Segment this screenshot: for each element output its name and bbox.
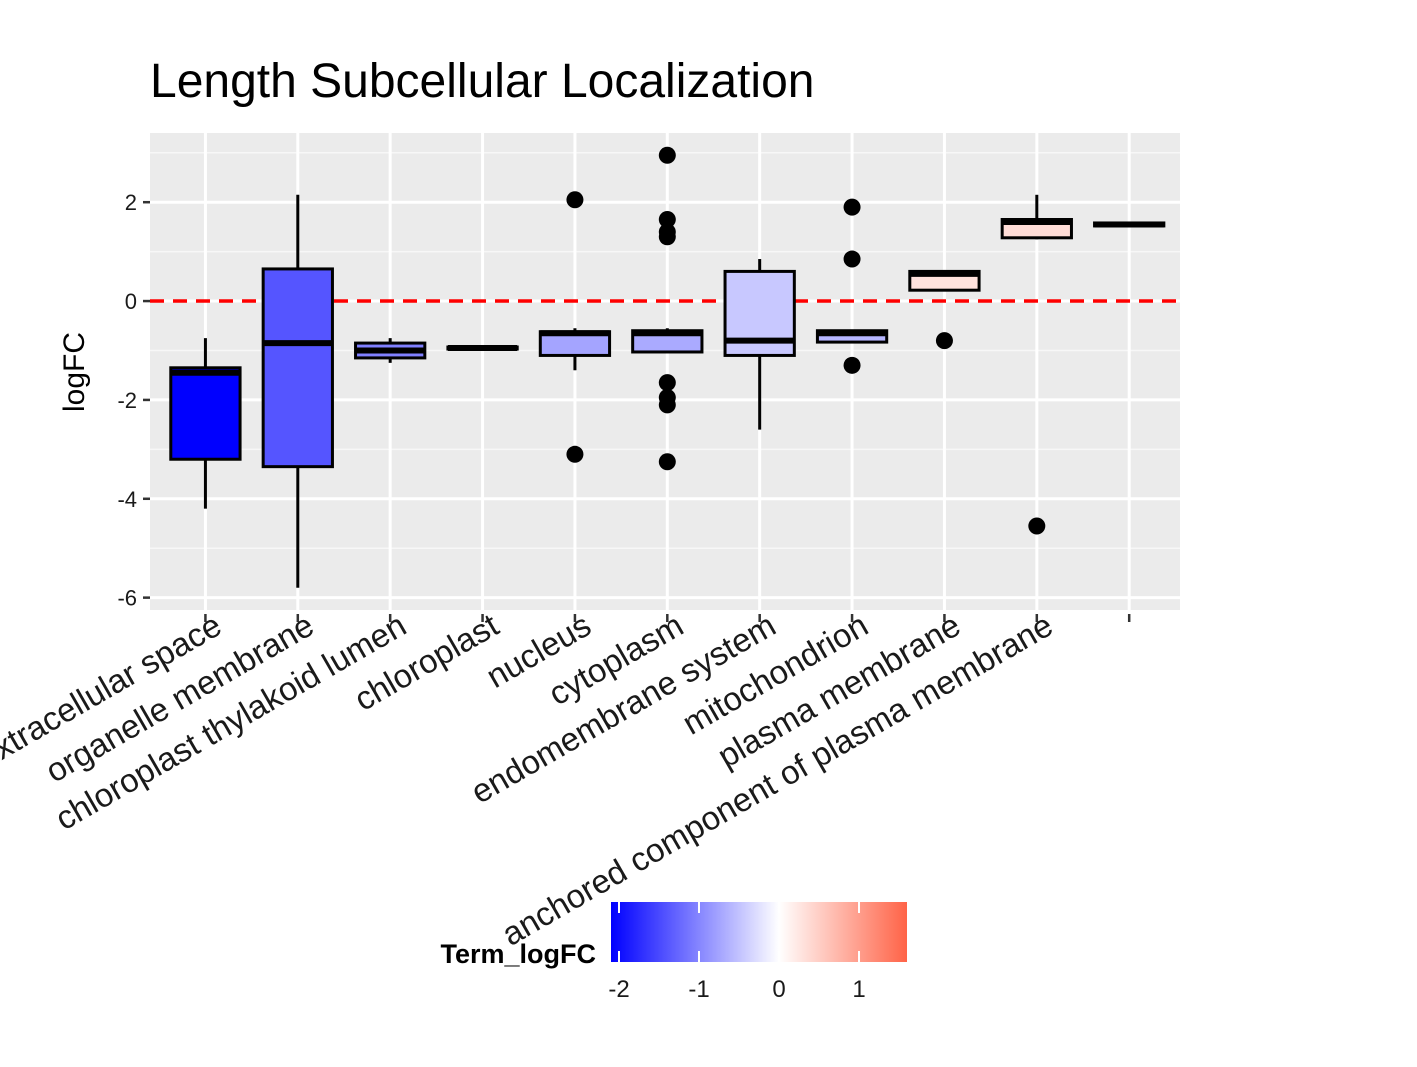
outlier-point	[658, 228, 676, 246]
outlier-point	[658, 453, 676, 471]
box-group	[169, 338, 242, 622]
legend-tick-label: -2	[608, 976, 629, 1003]
y-tick-label: -4	[117, 487, 137, 512]
legend-title: Term_logFC	[440, 939, 596, 969]
outlier-point	[658, 374, 676, 392]
box-group	[631, 146, 704, 622]
box-group	[723, 259, 796, 622]
box	[261, 267, 334, 469]
legend-tick-label: 0	[772, 976, 785, 1003]
outlier-point	[843, 198, 861, 216]
outlier-point	[658, 211, 676, 229]
box-group	[908, 269, 981, 622]
outlier-point	[843, 250, 861, 268]
chart-title: Length Subcellular Localization	[150, 55, 814, 108]
box-group	[538, 191, 612, 622]
y-tick-label: 0	[125, 289, 137, 314]
y-tick-label: -6	[117, 586, 137, 611]
box-group	[815, 198, 889, 622]
box-group	[446, 345, 519, 622]
outlier-point	[566, 445, 584, 463]
y-tick-label: -2	[117, 388, 137, 413]
outlier-point	[843, 356, 861, 374]
box	[169, 366, 242, 461]
box-group	[1093, 221, 1166, 622]
box-group	[354, 338, 427, 622]
outlier-point	[1028, 517, 1046, 535]
y-tick-label: 2	[125, 190, 137, 215]
legend: Term_logFC -2 -1 0 1	[440, 902, 907, 1003]
outlier-point	[658, 396, 676, 414]
outlier-point	[658, 146, 676, 164]
legend-colorbar	[611, 902, 907, 962]
legend-tick-label: 1	[852, 976, 865, 1003]
box-group	[261, 194, 334, 622]
legend-tick-label: -1	[688, 976, 709, 1003]
box-group	[1000, 194, 1073, 622]
outlier-point	[566, 191, 584, 209]
outlier-point	[935, 332, 953, 350]
y-axis-label: logFC	[58, 332, 91, 412]
